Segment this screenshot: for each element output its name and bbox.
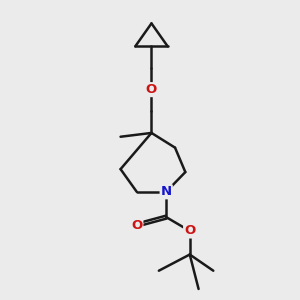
Text: O: O — [131, 219, 142, 232]
Text: O: O — [146, 83, 157, 96]
Text: N: N — [160, 185, 172, 198]
Text: O: O — [184, 224, 195, 238]
